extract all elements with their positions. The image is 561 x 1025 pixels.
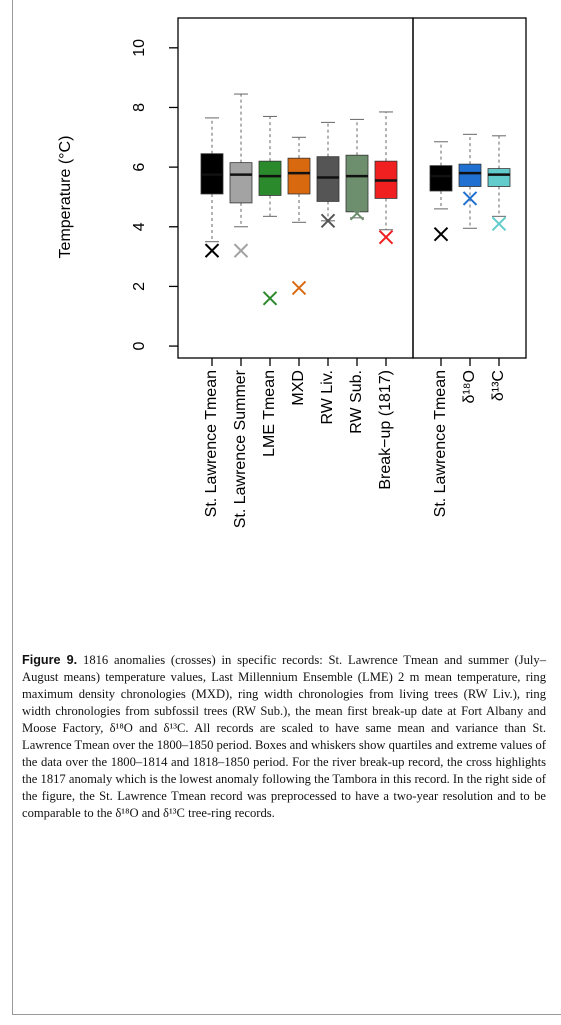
box	[229, 162, 253, 204]
cross	[433, 227, 449, 242]
y-tick-label: 10	[131, 39, 148, 57]
box	[316, 156, 340, 202]
x-tick-label: Break−up (1817)	[377, 370, 394, 490]
box	[287, 157, 311, 195]
box	[487, 168, 511, 187]
cross	[233, 243, 249, 258]
cross	[349, 206, 365, 221]
chart: Temperature (°C) 0 2 4 6 8 10 St. Lawrence Tme…	[57, 17, 527, 528]
x-tick-label: St. Lawrence Tmean	[432, 370, 449, 517]
y-tick-label: 8	[131, 103, 148, 112]
cross	[204, 243, 220, 258]
y-tick-label: 0	[131, 342, 148, 351]
x-tick-label: MXD	[290, 370, 307, 406]
x-tick-label: RW Sub.	[348, 370, 365, 434]
y-tick-label: 6	[131, 163, 148, 172]
frame	[12, 0, 561, 1015]
box	[258, 160, 282, 196]
cross	[491, 216, 507, 231]
x-tick-label: δ¹³C	[490, 370, 507, 401]
caption-label: Figure 9.	[22, 653, 78, 667]
cross	[291, 280, 307, 296]
cross	[320, 213, 336, 229]
box	[429, 165, 453, 192]
cross	[462, 191, 478, 206]
x-tick-label: δ¹⁸O	[461, 370, 478, 403]
y-axis-label: Temperature (°C)	[57, 136, 74, 259]
box	[345, 154, 369, 213]
x-tick-label: St. Lawrence Tmean	[203, 370, 220, 517]
y-tick-label: 4	[131, 222, 148, 231]
caption-text: 1816 anomalies (crosses) in specific rec…	[22, 653, 547, 820]
cross	[262, 291, 278, 306]
x-tick-label: St. Lawrence Summer	[232, 369, 249, 528]
x-tick-label: LME Tmean	[261, 370, 278, 457]
box	[458, 163, 482, 187]
caption: Figure 9. 1816 anomalies (crosses) in sp…	[22, 652, 546, 822]
cross	[378, 230, 394, 245]
x-tick-label: RW Liv.	[319, 370, 336, 425]
y-tick-label: 2	[131, 282, 148, 291]
